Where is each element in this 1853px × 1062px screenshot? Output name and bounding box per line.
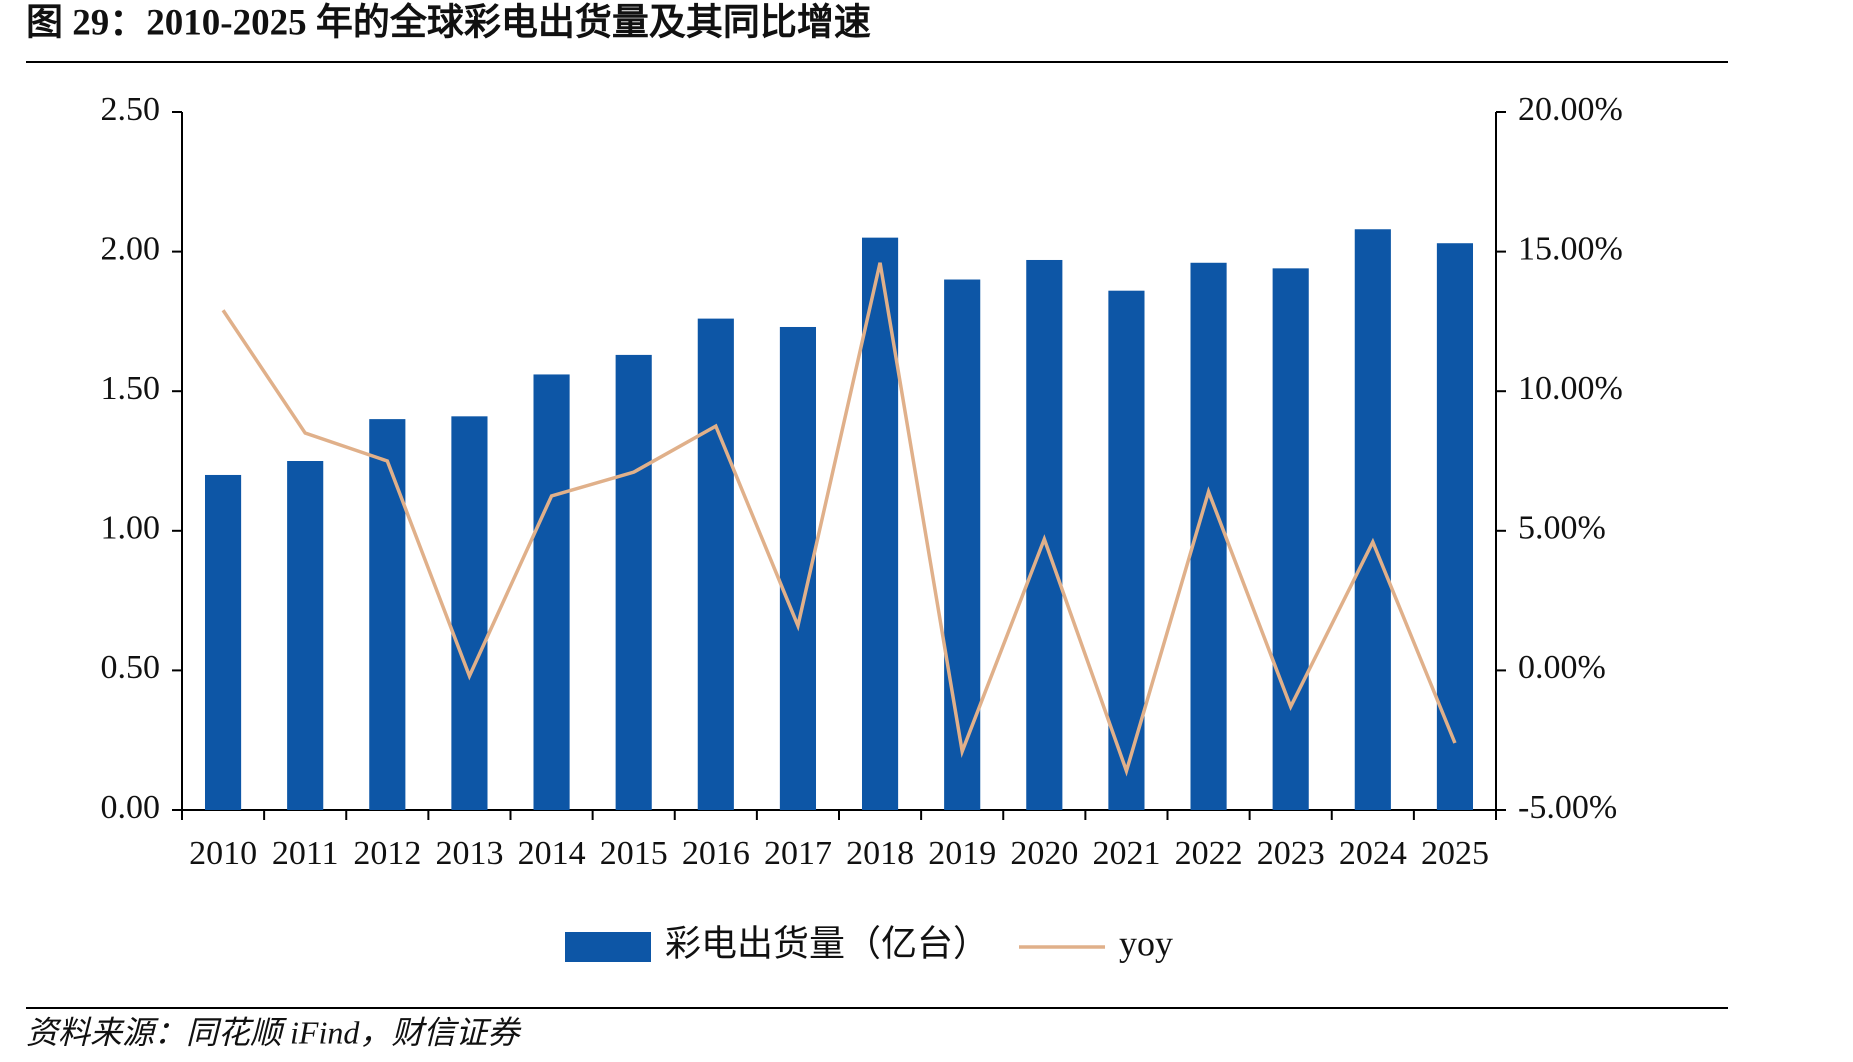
- bar: [1272, 268, 1309, 810]
- y2-tick-label: 10.00%: [1518, 370, 1623, 407]
- x-tick-label: 2022: [1175, 835, 1243, 872]
- bar: [615, 354, 652, 810]
- x-tick-label: 2019: [928, 835, 996, 872]
- x-tick-label: 2016: [682, 835, 750, 872]
- y2-tick-label: -5.00%: [1518, 789, 1617, 826]
- bar: [1108, 290, 1145, 810]
- x-tick-label: 2010: [189, 835, 257, 872]
- y-tick-label: 2.00: [101, 230, 161, 267]
- x-tick-label: 2013: [435, 835, 503, 872]
- x-tick-label: 2012: [353, 835, 421, 872]
- x-tick-label: 2023: [1257, 835, 1325, 872]
- x-tick-label: 2015: [600, 835, 668, 872]
- source-note: 资料来源：同花顺 iFind，财信证券: [26, 1014, 522, 1050]
- y2-tick-label: 15.00%: [1518, 230, 1623, 267]
- x-tick-label: 2011: [272, 835, 339, 872]
- x-tick-label: 2024: [1339, 835, 1407, 872]
- y-tick-label: 1.00: [101, 510, 161, 547]
- line: [221, 262, 1457, 777]
- bar: [287, 461, 324, 810]
- legend-swatch: [565, 932, 651, 962]
- y-tick-label: 0.50: [101, 649, 161, 686]
- bar: [204, 474, 242, 810]
- bar: [533, 374, 570, 810]
- bar: [451, 416, 488, 810]
- bar: [1354, 229, 1391, 811]
- x-tick-label: 2020: [1010, 835, 1078, 872]
- y2-tick-label: 5.00%: [1518, 510, 1606, 547]
- legend-label: yoy: [1119, 923, 1173, 963]
- bar: [1436, 243, 1474, 810]
- x-tick-label: 2017: [764, 835, 832, 872]
- x-tick-label: 2014: [518, 835, 586, 872]
- x-tick-label: 2018: [846, 835, 914, 872]
- y2-tick-label: 0.00%: [1518, 649, 1606, 686]
- y-tick-label: 2.50: [101, 91, 161, 128]
- bar: [944, 279, 981, 810]
- legend-label: 彩电出货量（亿台）: [665, 923, 989, 963]
- x-tick-label: 2025: [1421, 835, 1489, 872]
- y-tick-label: 1.50: [101, 370, 161, 407]
- y2-tick-label: 20.00%: [1518, 91, 1623, 128]
- bar: [369, 419, 406, 810]
- y-tick-label: 0.00: [101, 789, 161, 826]
- x-tick-label: 2021: [1092, 835, 1160, 872]
- chart-title: 图 29：2010-2025 年的全球彩电出货量及其同比增速: [26, 0, 871, 43]
- bar: [697, 318, 734, 810]
